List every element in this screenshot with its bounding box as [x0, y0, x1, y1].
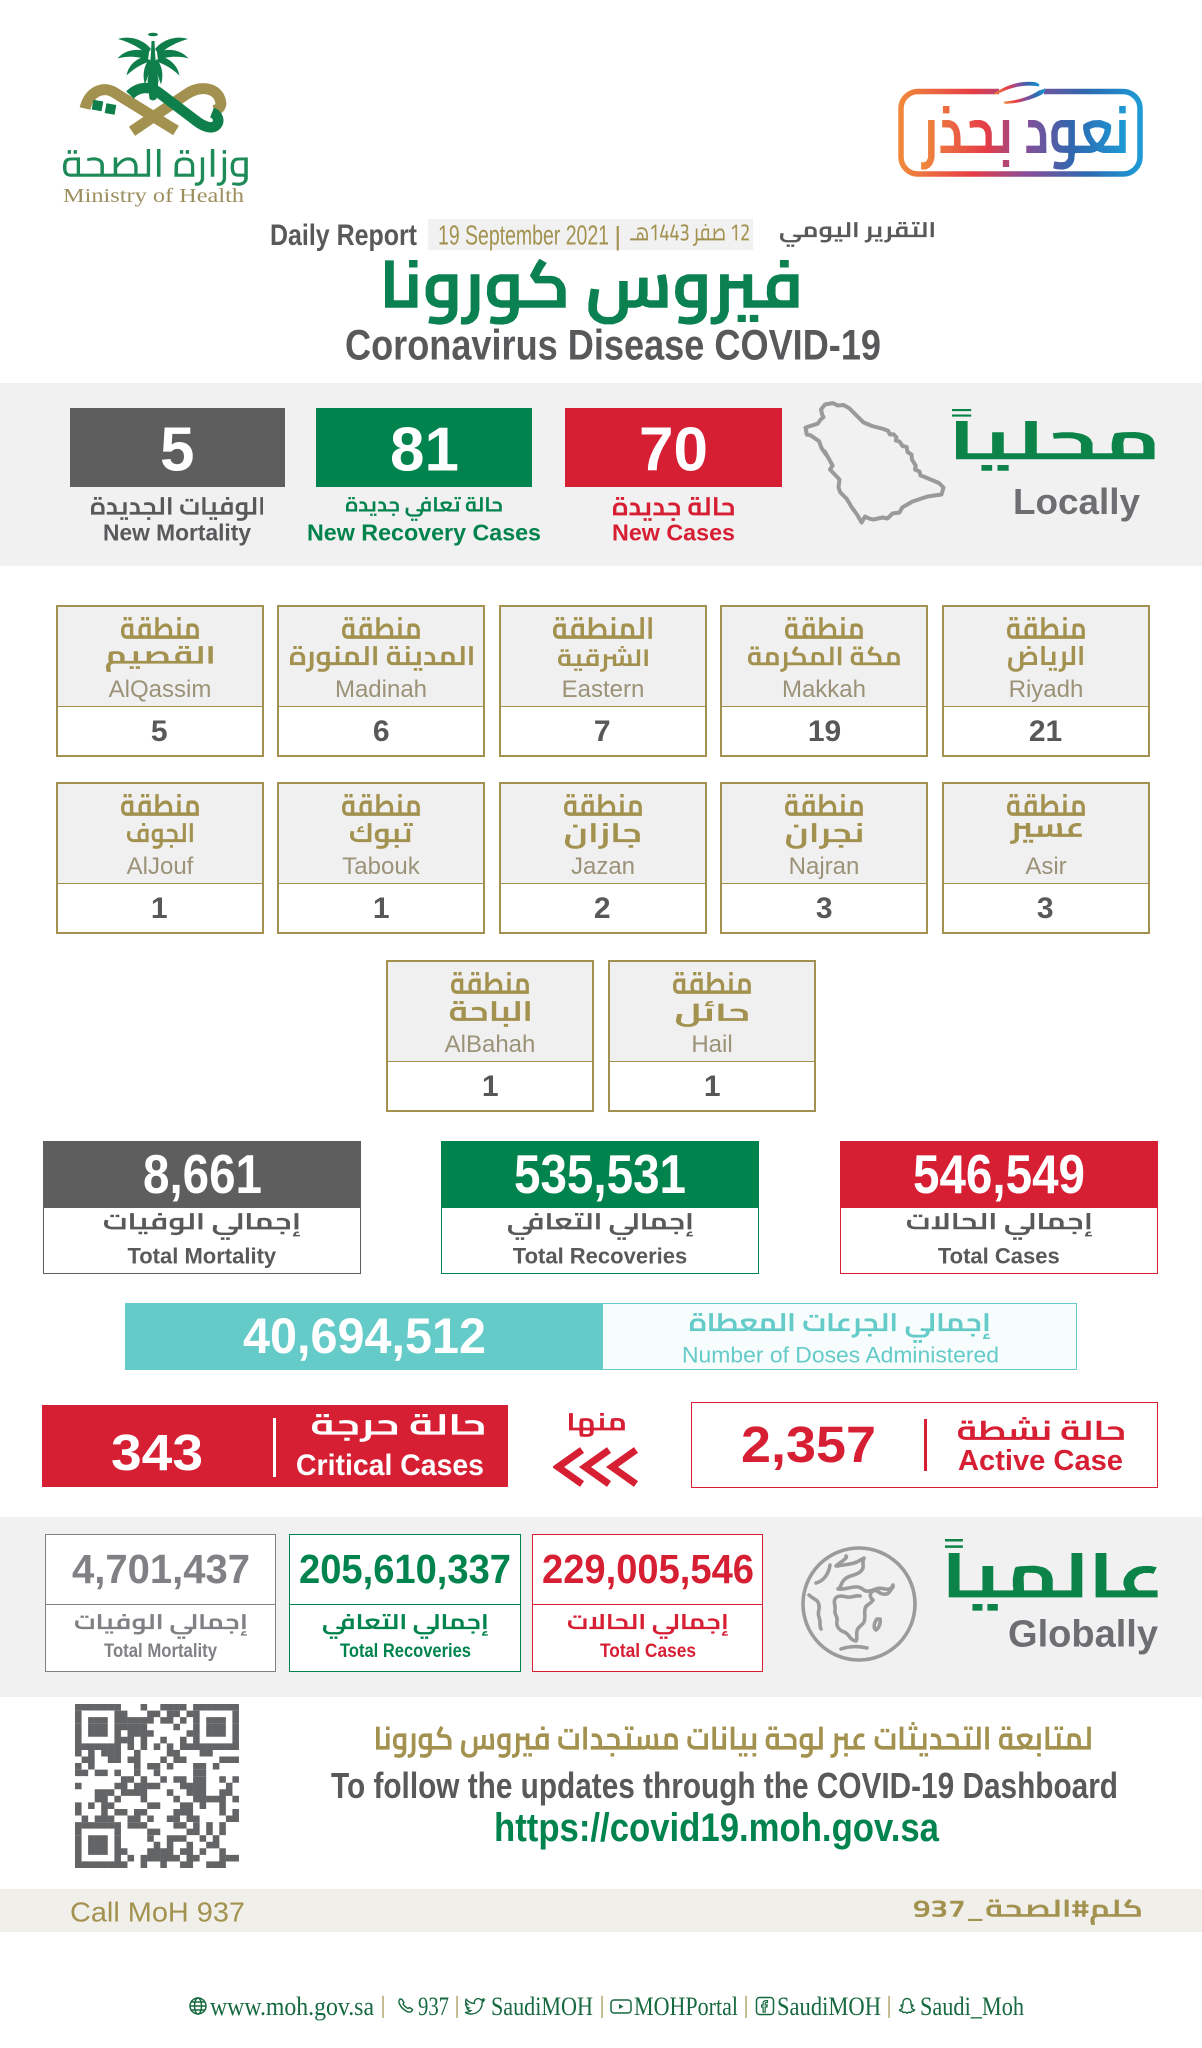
svg-text:937: 937 [418, 1992, 449, 2021]
svg-text:2,357: 2,357 [741, 1416, 876, 1473]
svg-text:AlQassim: AlQassim [108, 676, 211, 703]
svg-text:19 September 2021: 19 September 2021 [438, 220, 609, 251]
svg-text:New Recovery Cases: New Recovery Cases [307, 520, 541, 546]
svg-text:Locally: Locally [1013, 481, 1140, 522]
svg-text:5: 5 [160, 415, 194, 484]
svg-text:1: 1 [373, 892, 390, 925]
svg-text:SaudiMOH: SaudiMOH [491, 1992, 593, 2021]
svg-text:6: 6 [373, 715, 390, 748]
svg-text:Makkah: Makkah [782, 676, 866, 703]
svg-text:|: | [887, 1993, 892, 2019]
svg-text:19: 19 [807, 715, 840, 748]
svg-text:|: | [381, 1993, 386, 2019]
svg-text:Total Cases: Total Cases [600, 1641, 696, 1662]
svg-text:8,661: 8,661 [143, 1143, 262, 1205]
svg-text:Hail: Hail [691, 1031, 732, 1058]
svg-text:Total Mortality: Total Mortality [104, 1641, 217, 1662]
svg-text:1: 1 [704, 1070, 721, 1103]
svg-text:Total Cases: Total Cases [938, 1243, 1060, 1268]
svg-text:Critical Cases: Critical Cases [296, 1449, 484, 1482]
svg-text:Call MoH 937: Call MoH 937 [70, 1897, 245, 1928]
svg-text:Number of Doses Administered: Number of Doses Administered [682, 1342, 999, 1367]
svg-text:Total Mortality: Total Mortality [128, 1243, 277, 1268]
svg-text:www.moh.gov.sa: www.moh.gov.sa [210, 1992, 374, 2021]
svg-text:Eastern: Eastern [561, 676, 644, 703]
svg-text:Total Recoveries: Total Recoveries [340, 1641, 471, 1662]
svg-text:70: 70 [639, 415, 708, 484]
svg-text:SaudiMOH: SaudiMOH [777, 1992, 881, 2021]
svg-text:Madinah: Madinah [335, 676, 427, 703]
svg-text:Total Recoveries: Total Recoveries [513, 1243, 687, 1268]
svg-text:|: | [744, 1993, 749, 2019]
svg-text:Globally: Globally [1008, 1614, 1158, 1656]
svg-text:343: 343 [111, 1424, 203, 1481]
svg-text:New Cases: New Cases [612, 520, 735, 546]
svg-text:Saudi_Moh: Saudi_Moh [920, 1992, 1024, 2021]
svg-text:40,694,512: 40,694,512 [243, 1308, 486, 1364]
svg-text:Daily Report: Daily Report [270, 219, 417, 252]
svg-text:3: 3 [1037, 892, 1054, 925]
svg-text:|: | [455, 1993, 460, 2019]
svg-text:Riyadh: Riyadh [1008, 676, 1083, 703]
svg-text:Tabouk: Tabouk [342, 853, 420, 880]
svg-text:Jazan: Jazan [570, 853, 634, 880]
svg-text:81: 81 [390, 415, 459, 484]
svg-text:MOHPortal: MOHPortal [634, 1992, 738, 2021]
svg-text:535,531: 535,531 [514, 1143, 686, 1205]
svg-text:Active Case: Active Case [958, 1445, 1123, 1477]
svg-text:2: 2 [594, 892, 611, 925]
svg-text:Najran: Najran [789, 853, 860, 880]
svg-text:546,549: 546,549 [913, 1143, 1085, 1205]
svg-text:AlBahah: AlBahah [445, 1031, 536, 1058]
svg-text:Ministry of Health: Ministry of Health [63, 185, 244, 207]
svg-text:21: 21 [1029, 715, 1062, 748]
svg-text:4,701,437: 4,701,437 [72, 1546, 250, 1592]
svg-text:To follow the updates through: To follow the updates through the COVID-… [331, 1765, 1118, 1806]
svg-text:1: 1 [151, 892, 168, 925]
svg-text:AlJouf: AlJouf [126, 853, 193, 880]
svg-text:205,610,337: 205,610,337 [299, 1546, 511, 1592]
svg-text:New Mortality: New Mortality [103, 520, 251, 546]
svg-text:7: 7 [594, 715, 611, 748]
svg-text:3: 3 [816, 892, 833, 925]
svg-text:229,005,546: 229,005,546 [542, 1546, 754, 1592]
svg-text:|: | [600, 1993, 605, 2019]
svg-text:1: 1 [482, 1070, 499, 1103]
svg-text:5: 5 [151, 715, 168, 748]
svg-text:Asir: Asir [1025, 853, 1066, 880]
svg-text:|: | [615, 221, 622, 251]
svg-text:https://covid19.moh.gov.sa: https://covid19.moh.gov.sa [494, 1806, 940, 1850]
svg-text:Coronavirus Disease COVID-19: Coronavirus Disease COVID-19 [345, 322, 881, 370]
